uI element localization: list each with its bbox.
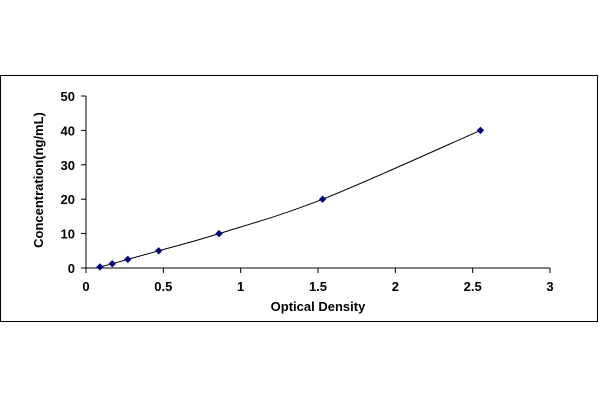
y-axis-title: Concentration(ng/mL) — [31, 112, 46, 248]
chart-frame — [0, 75, 598, 322]
y-tick-label: 40 — [61, 123, 75, 138]
x-axis-title: Optical Density — [271, 299, 366, 314]
data-point-marker — [318, 195, 327, 203]
y-tick-label: 30 — [61, 158, 75, 173]
x-tick-label: 3 — [546, 279, 553, 294]
y-tick-label: 20 — [61, 192, 75, 207]
data-point-marker — [96, 263, 104, 271]
y-tick-label: 0 — [68, 261, 75, 276]
x-tick-label: 1 — [237, 279, 244, 294]
x-tick-label: 1.5 — [309, 279, 327, 294]
data-point-marker — [215, 229, 223, 238]
y-tick-label: 50 — [61, 89, 75, 104]
data-point-marker — [124, 255, 132, 264]
y-axis-ticks: 0 10 20 30 40 50 — [61, 89, 86, 276]
standard-curve-line — [99, 129, 481, 268]
x-tick-label: 0.5 — [154, 279, 172, 294]
x-axis-ticks: 0 0.5 1 1.5 2 2.5 3 — [82, 268, 554, 294]
data-point-marker — [154, 247, 163, 255]
x-tick-label: 2.5 — [464, 279, 482, 294]
data-point-marker — [476, 126, 485, 135]
x-tick-label: 2 — [392, 279, 399, 294]
x-tick-label: 0 — [82, 279, 89, 294]
y-tick-label: 10 — [61, 227, 75, 242]
data-point-marker — [108, 259, 117, 268]
data-points — [96, 126, 485, 271]
